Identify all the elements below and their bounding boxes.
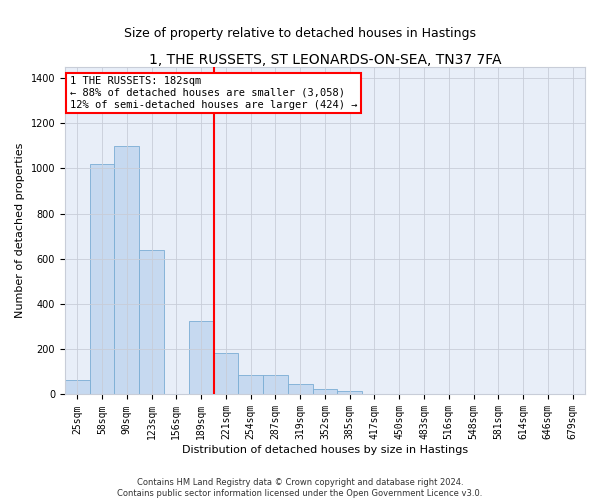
Bar	[337, 391, 362, 394]
Text: 1 THE RUSSETS: 182sqm
← 88% of detached houses are smaller (3,058)
12% of semi-d: 1 THE RUSSETS: 182sqm ← 88% of detached …	[70, 76, 358, 110]
Bar	[189, 321, 214, 394]
Bar	[115, 146, 139, 394]
Bar	[214, 352, 238, 395]
Bar	[89, 164, 115, 394]
Bar	[139, 250, 164, 394]
Text: Size of property relative to detached houses in Hastings: Size of property relative to detached ho…	[124, 28, 476, 40]
Bar	[263, 375, 288, 394]
Title: 1, THE RUSSETS, ST LEONARDS-ON-SEA, TN37 7FA: 1, THE RUSSETS, ST LEONARDS-ON-SEA, TN37…	[149, 52, 501, 66]
Bar	[65, 380, 89, 394]
Bar	[313, 389, 337, 394]
X-axis label: Distribution of detached houses by size in Hastings: Distribution of detached houses by size …	[182, 445, 468, 455]
Bar	[288, 384, 313, 394]
Text: Contains HM Land Registry data © Crown copyright and database right 2024.
Contai: Contains HM Land Registry data © Crown c…	[118, 478, 482, 498]
Y-axis label: Number of detached properties: Number of detached properties	[15, 143, 25, 318]
Bar	[238, 375, 263, 394]
